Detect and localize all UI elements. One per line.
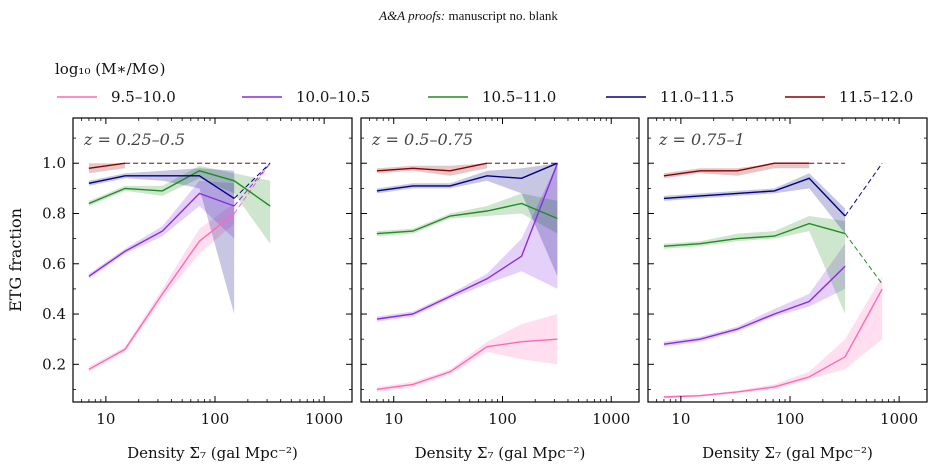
panel-3-annotation: z = 0.75–1 [658,130,745,149]
journal-name: A&A proofs: [379,8,446,23]
panel-3-xtick-label: 10 [671,410,690,428]
panel-1-xlabel: Density Σ₇ (gal Mpc⁻²) [127,444,298,462]
panel-2-annotation: z = 0.5–0.75 [371,130,473,149]
panel-3-series-line-1 [663,288,883,398]
panel-3-series-line-4 [663,177,846,217]
panel-2-xtick-label: 10 [384,410,403,428]
panel-1-ytick-label: 0.8 [42,205,66,223]
panel-3-series-line-2 [663,265,846,345]
page-header: A&A proofs: manuscript no. blank [0,8,937,24]
panel-2-frame [360,117,640,403]
panel-2-series-line-3 [376,202,558,235]
panel-1-ytick-label: 0.4 [42,305,66,323]
panel-3-band-3 [663,216,846,314]
panel-3-band-4 [663,173,846,234]
panel-2-xtick-label: 1000 [592,410,630,428]
panel-2-band-2 [376,163,558,322]
panel-1-series-dashed-2 [233,162,271,207]
panel-1-xtick-label: 10 [96,410,115,428]
panel-3-xlabel: Density Σ₇ (gal Mpc⁻²) [702,444,873,462]
panel-3-series-line-3 [663,222,846,247]
panel-1-xtick-label: 1000 [305,410,343,428]
panel-3-frame [647,117,928,403]
legend-label-3: 10.5–11.0 [482,88,556,106]
panel-1-series-line-5 [88,162,126,169]
panel-2-xlabel: Density Σ₇ (gal Mpc⁻²) [415,444,586,462]
panel-2-series-line-5 [376,162,488,172]
panel-1-series-line-4 [88,175,235,199]
panel-2-series-line-4 [376,162,558,192]
manuscript-info: manuscript no. blank [448,8,558,23]
panel-2-series-line-2 [376,162,559,320]
panel-3-xtick-label: 100 [776,410,805,428]
panel-3-band-1 [663,276,883,399]
panel-1-series-line-3 [88,170,271,207]
legend-label-5: 11.5–12.0 [839,88,913,106]
panel-1-frame [72,117,353,403]
panel-2-band-4 [376,163,558,277]
panel-1-annotation: z = 0.25–0.5 [83,130,185,149]
panel-3-xtick-label: 1000 [880,410,918,428]
panel-3-series-line-5 [663,162,810,177]
panel-3-band-2 [663,243,846,347]
panel-1-series-line-1 [88,212,235,370]
panel-1-ytick-label: 0.6 [42,255,66,273]
panel-1-band-3 [88,165,271,244]
panel-1-band-5 [88,163,126,174]
legend-title: log₁₀ (M∗/M⊙) [55,60,165,78]
legend-label-1: 9.5–10.0 [111,88,176,106]
legend-label-4: 11.0–11.5 [660,88,734,106]
panel-1-band-4 [88,168,235,314]
legend-label-2: 10.0–10.5 [296,88,370,106]
panel-3-series-dashed-3 [844,233,883,285]
panel-2-xtick-label: 100 [488,410,517,428]
panel-1-band-2 [88,180,235,279]
y-axis-label: ETG fraction [6,208,25,312]
panel-1-series-dashed-1 [233,162,271,214]
panel-3-series-dashed-4 [844,162,883,217]
panel-2-band-1 [376,314,558,392]
panel-1-ytick-label: 0.2 [42,355,66,373]
panel-2-series-line-1 [376,338,558,391]
panel-1-series-line-2 [88,192,235,277]
panel-1-xtick-label: 100 [201,410,230,428]
panel-1-series-dashed-4 [233,162,271,199]
panel-1-ytick-label: 1.0 [42,154,66,172]
panel-1-band-1 [88,203,235,372]
panel-2-band-3 [376,193,558,237]
